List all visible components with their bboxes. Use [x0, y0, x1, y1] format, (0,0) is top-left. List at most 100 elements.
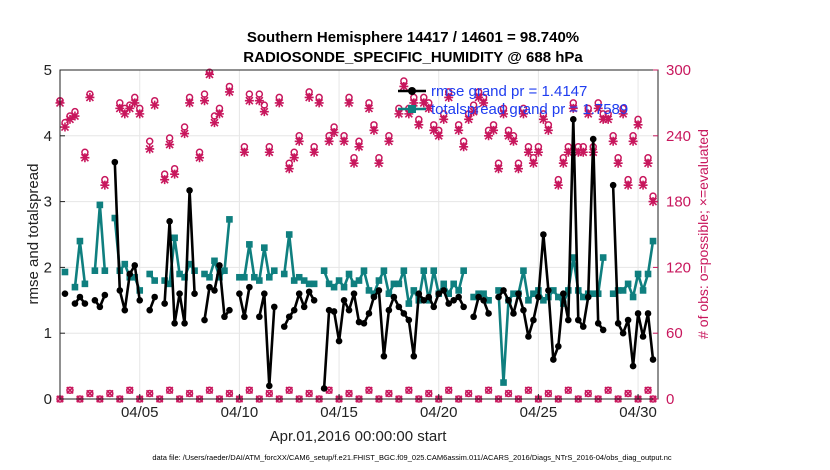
rmse-point — [91, 297, 99, 304]
totalspread-point — [111, 214, 119, 222]
obs-zero-cross — [484, 386, 493, 394]
obs-evaluated-marker — [623, 180, 633, 190]
obs-evaluated-marker — [429, 125, 439, 135]
obs-evaluated-marker — [170, 169, 180, 179]
totalspread-point — [480, 290, 487, 298]
obs-evaluated-marker — [314, 98, 324, 108]
rmse-point — [470, 313, 477, 321]
totalspread-point — [624, 280, 632, 288]
totalspread-point — [649, 237, 657, 245]
obs-zero-cross — [564, 386, 573, 394]
rmse-point — [305, 288, 313, 296]
totalspread-point — [569, 254, 577, 261]
totalspread-point — [385, 290, 393, 298]
rmse-point — [300, 303, 308, 311]
rmse-point — [61, 290, 69, 298]
obs-evaluated-marker — [200, 96, 210, 106]
totalspread-point — [176, 270, 183, 278]
obs-evaluated-marker — [459, 142, 469, 152]
x-tick-label: 04/30 — [619, 404, 657, 421]
obs-zero-marker — [126, 386, 134, 394]
rmse-point — [430, 303, 438, 311]
obs-evaluated-marker — [404, 109, 414, 119]
obs-zero-cross — [504, 389, 513, 398]
obs-evaluated-marker — [563, 147, 573, 157]
totalspread-point — [345, 270, 353, 278]
obs-zero-cross — [544, 389, 553, 398]
obs-zero-marker — [464, 389, 473, 398]
obs-evaluated-marker — [409, 98, 419, 108]
totalspread-point — [405, 300, 413, 307]
obs-evaluated-marker — [339, 136, 349, 146]
rmse-point — [525, 333, 532, 340]
y2-axis-label: # of obs: o=possible; ×=evaluated — [695, 129, 711, 339]
obs-evaluated-marker — [603, 114, 613, 124]
rmse-point — [460, 303, 467, 311]
x-tick-label: 04/20 — [420, 404, 458, 421]
rmse-point — [345, 306, 353, 314]
obs-evaluated-marker — [573, 147, 583, 157]
totalspread-point — [589, 290, 597, 298]
data-file-footer: data file: /Users/raeder/DAI/ATM_forcXX/… — [152, 453, 672, 462]
totalspread-point — [420, 267, 428, 274]
obs-zero-cross — [405, 386, 413, 394]
rmse-point — [256, 313, 263, 321]
y2-tick-label: 60 — [666, 325, 683, 342]
totalspread-point — [186, 260, 193, 268]
rmse-point — [629, 362, 637, 370]
rmse-point — [191, 290, 198, 298]
legend-rmse-label: rmse grand pr = 1.4147 — [431, 83, 587, 100]
x-tick-label: 04/15 — [320, 404, 358, 421]
rmse-point — [569, 116, 577, 123]
x-tick-label: 04/05 — [121, 404, 159, 421]
obs-evaluated-marker — [254, 96, 264, 106]
obs-evaluated-marker — [444, 92, 454, 102]
rmse-point — [445, 300, 453, 307]
totalspread-point — [445, 290, 452, 298]
obs-evaluated-marker — [145, 144, 155, 154]
totalspread-point — [510, 290, 517, 298]
obs-evaluated-marker — [364, 103, 374, 113]
obs-zero-cross — [66, 386, 74, 394]
y2-tick-label: 120 — [666, 259, 691, 276]
rmse-point — [201, 316, 208, 324]
obs-evaluated-marker — [504, 131, 513, 141]
obs-zero-marker — [644, 386, 652, 394]
rmse-point — [530, 316, 537, 324]
y2-tick-label: 300 — [666, 62, 691, 79]
totalspread-point — [350, 280, 358, 288]
rmse-point — [295, 290, 303, 298]
rmse-point — [385, 306, 393, 314]
obs-evaluated-marker — [374, 158, 384, 168]
totalspread-point — [495, 287, 502, 294]
obs-evaluated-marker — [394, 109, 404, 119]
rmse-point — [455, 293, 462, 301]
grid — [60, 69, 658, 400]
rmse-point — [270, 303, 278, 311]
rmse-point — [266, 382, 273, 390]
rmse-point — [236, 290, 243, 298]
obs-zero-marker — [604, 386, 612, 394]
obs-evaluated-marker — [633, 120, 643, 130]
obs-evaluated-marker — [533, 147, 543, 157]
rmse-point — [186, 187, 193, 194]
rmse-point — [285, 313, 293, 321]
rmse-point — [609, 181, 617, 189]
rmse-point — [136, 297, 144, 304]
obs-zero-cross — [365, 386, 373, 394]
y-tick-label: 2 — [44, 259, 52, 276]
rmse-point — [395, 303, 403, 311]
totalspread-point — [634, 270, 642, 278]
rmse-point — [540, 231, 547, 238]
totalspread-point — [555, 293, 562, 301]
rmse-point — [171, 320, 178, 327]
obs-evaluated-marker — [349, 158, 359, 168]
chart-title-line2: RADIOSONDE_SPECIFIC_HUMIDITY @ 688 hPa — [243, 49, 583, 66]
obs-zero-cross — [385, 389, 393, 398]
rmse-point — [325, 306, 333, 314]
obs-evaluated-marker — [309, 147, 319, 157]
obs-evaluated-marker — [185, 98, 195, 108]
rmse-point — [340, 297, 348, 304]
rmse-point — [206, 283, 213, 291]
obs-evaluated-marker — [264, 147, 274, 157]
